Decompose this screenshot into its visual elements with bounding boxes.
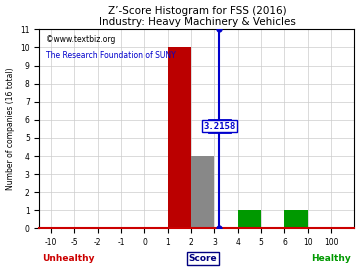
Text: Healthy: Healthy [311, 254, 351, 263]
Bar [191, 156, 215, 228]
Text: Score: Score [189, 254, 217, 263]
Bar [284, 210, 308, 228]
Text: ©www.textbiz.org: ©www.textbiz.org [46, 35, 115, 44]
Text: The Research Foundation of SUNY: The Research Foundation of SUNY [46, 51, 176, 60]
Text: 3.2158: 3.2158 [203, 122, 235, 131]
Text: Unhealthy: Unhealthy [42, 254, 95, 263]
Bar [168, 48, 191, 228]
Y-axis label: Number of companies (16 total): Number of companies (16 total) [5, 68, 14, 190]
Title: Z’-Score Histogram for FSS (2016)
Industry: Heavy Machinery & Vehicles: Z’-Score Histogram for FSS (2016) Indust… [99, 6, 296, 27]
Bar [238, 210, 261, 228]
